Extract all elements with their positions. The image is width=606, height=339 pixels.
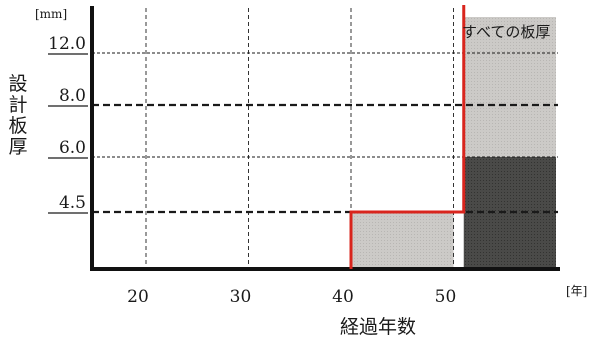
x-tick-label: 30 (230, 287, 252, 307)
labels: [mm] [年] 経過年数 すべての板厚 20 30 40 50 4.5 6.0 8.0 12… (35, 7, 587, 338)
y-tick-label: 8.0 (59, 86, 86, 106)
x-tick-label: 50 (435, 287, 457, 307)
x-axis-label: 経過年数 (340, 316, 416, 338)
y-axis-unit: [mm] (35, 7, 67, 21)
y-tick-label: 4.5 (59, 193, 86, 213)
y-axis-label-char: 計 (8, 94, 27, 116)
y-axis-label-char: 板 (8, 115, 27, 137)
horizontal-gridlines (48, 52, 558, 214)
y-tick-label: 12.0 (48, 34, 86, 54)
x-axis-unit: [年] (566, 284, 587, 298)
annotation-all-thickness: すべての板厚 (462, 23, 550, 41)
shaded-regions (351, 17, 556, 269)
x-tick-label: 40 (332, 287, 354, 307)
y-axis-label-char: 厚 (8, 136, 27, 158)
threshold-line (349, 5, 466, 269)
region-3 (463, 17, 556, 157)
y-axis-label-char: 設 (8, 73, 27, 95)
y-tick-label: 6.0 (59, 138, 86, 158)
threshold-step-line (349, 5, 466, 269)
region-1 (351, 212, 454, 269)
x-tick-label: 20 (127, 287, 149, 307)
axes (90, 6, 560, 271)
